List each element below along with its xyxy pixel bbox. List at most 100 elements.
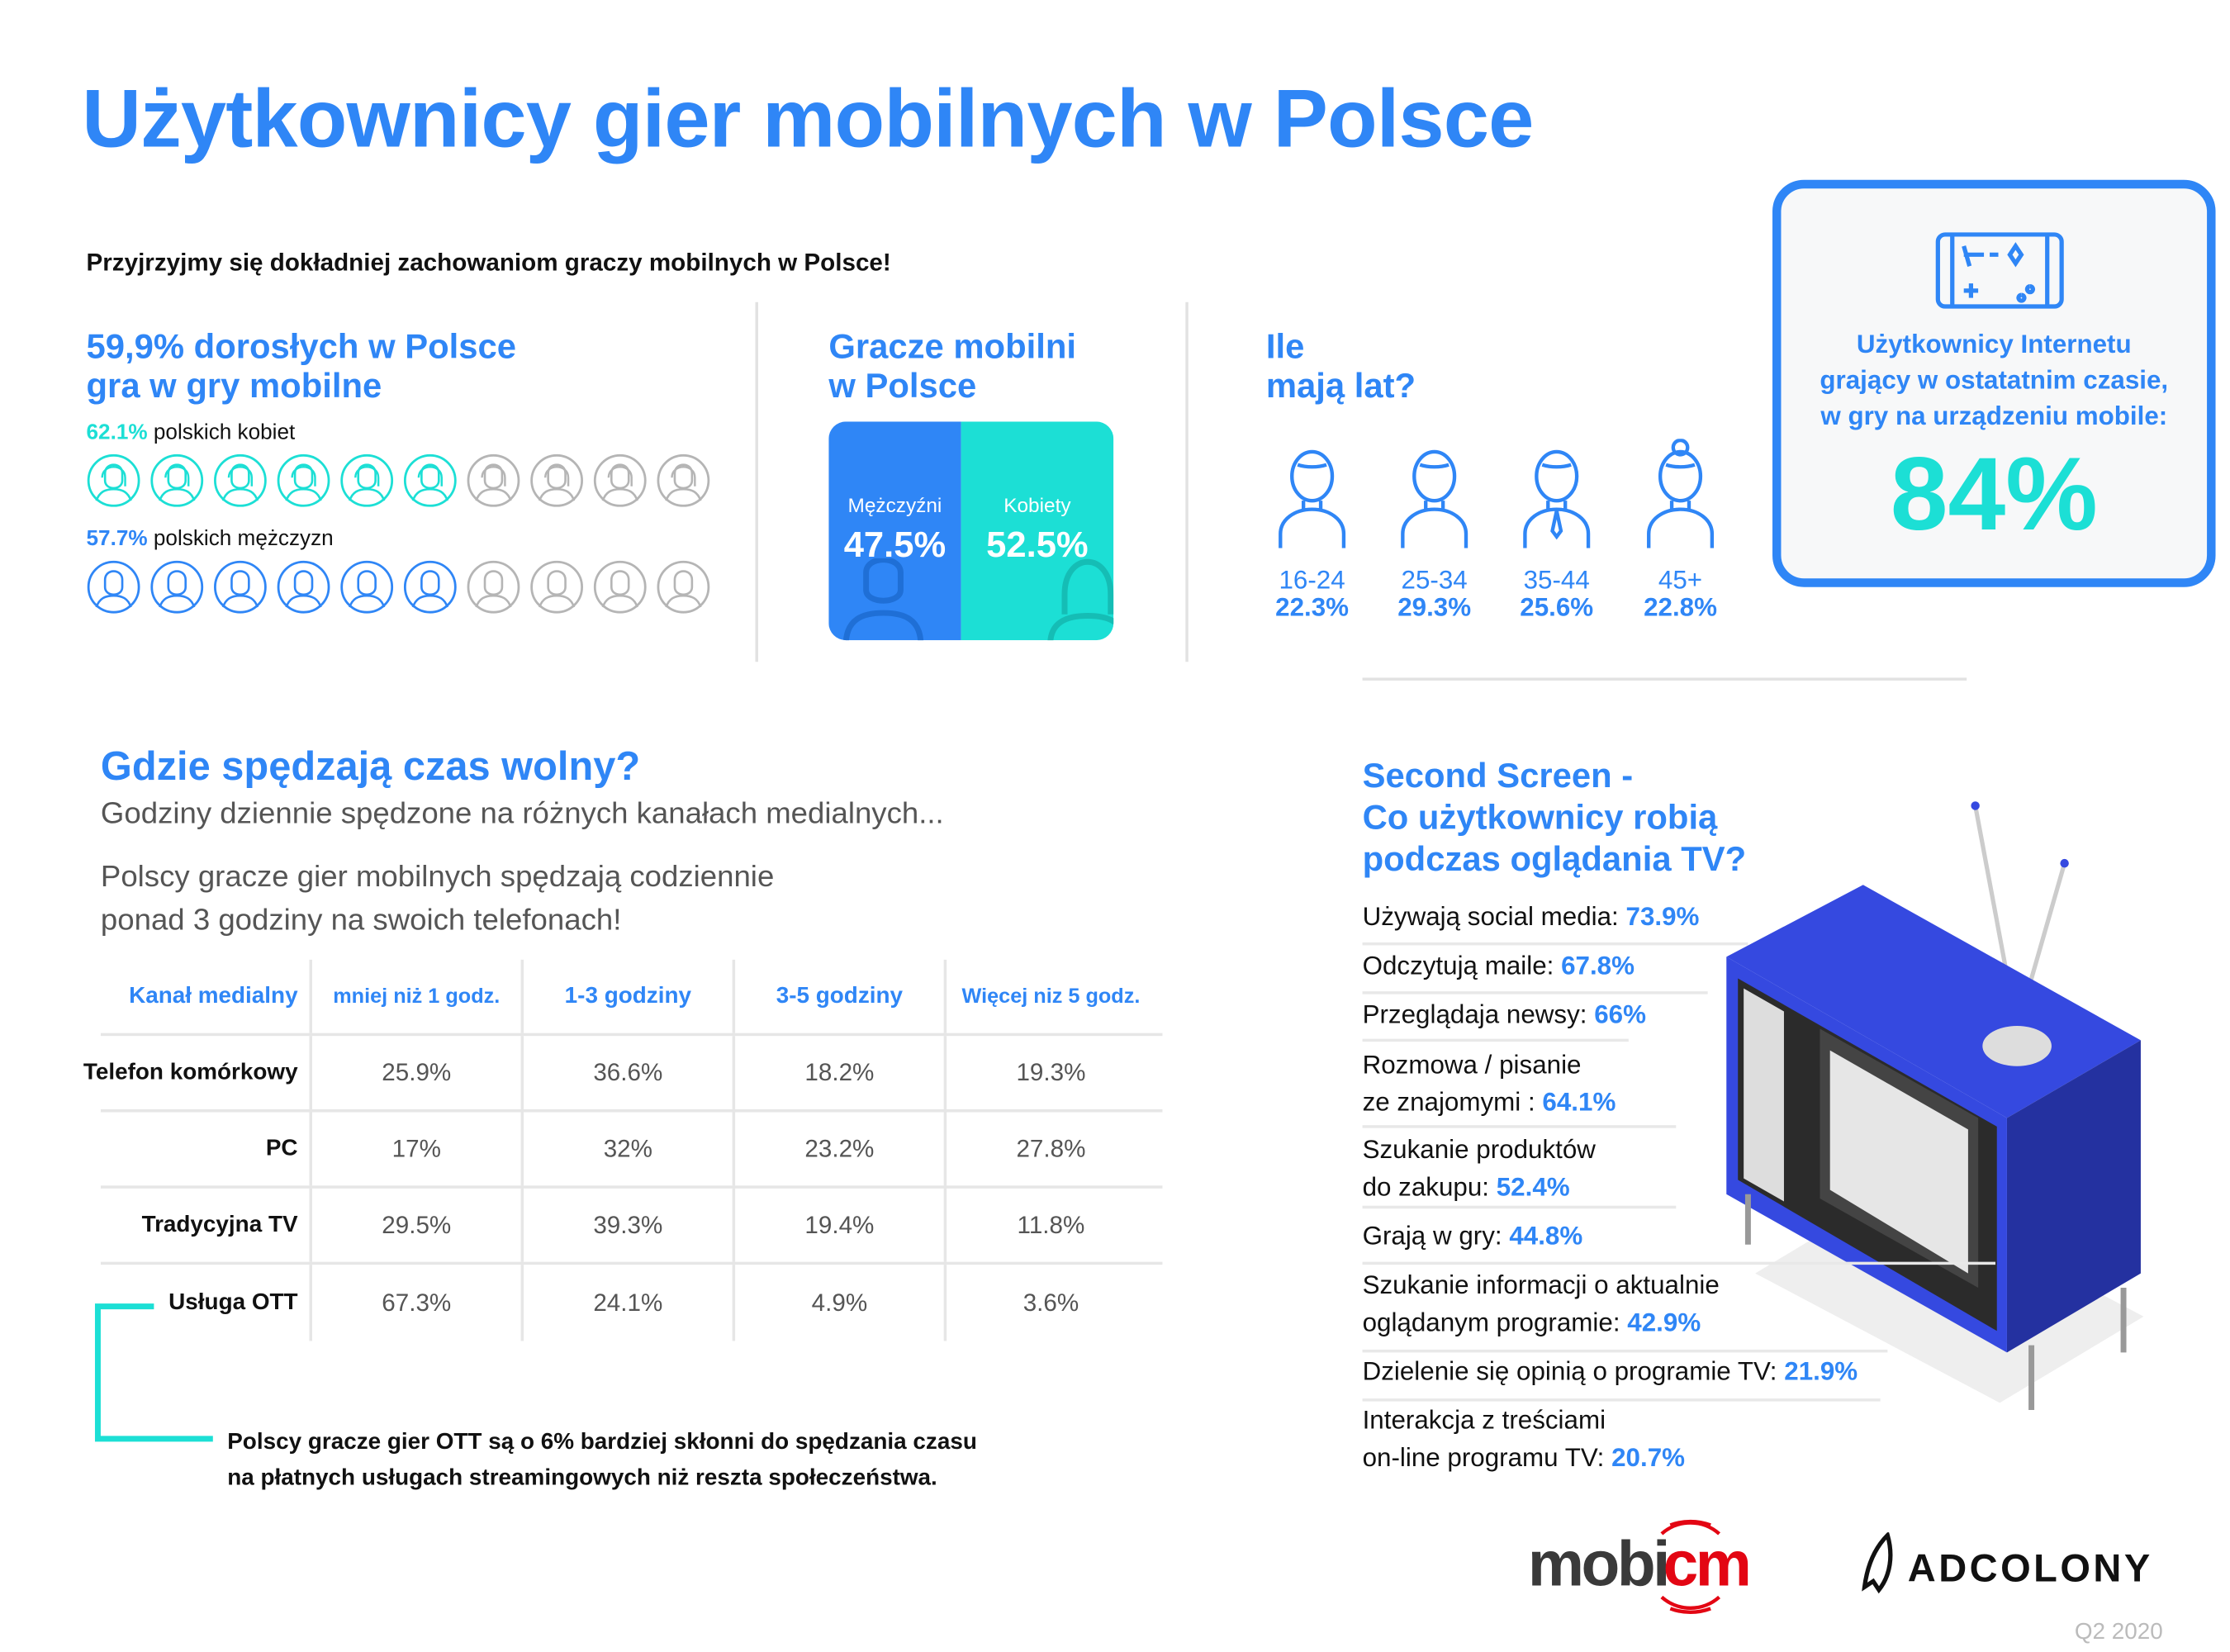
- woman-icon: [656, 453, 710, 515]
- item-label: Szukanie produktów: [1362, 1135, 1596, 1165]
- woman-icon: [149, 453, 204, 515]
- label-line: grający w ostatatnim czasie,: [1820, 365, 2169, 395]
- second-screen-item: Interakcja z treściami on-line programu T…: [1363, 1402, 2024, 1477]
- second-screen-item: Odczytują maile: 67.8%: [1363, 947, 2024, 984]
- second-screen-item: Dzielenie się opinią o programie TV: 21.…: [1363, 1352, 2024, 1389]
- table-cell: 36.6%: [520, 1036, 733, 1110]
- gender-title-line: w Polsce: [828, 367, 977, 406]
- title-line: Co użytkownicy robią: [1362, 798, 1718, 838]
- men-stat: 57.7% polskich mężczyzn: [87, 527, 334, 552]
- item-label: do zakupu:: [1362, 1172, 1490, 1202]
- item-value: 73.9%: [1625, 902, 1700, 932]
- item-label: on-line programu TV:: [1362, 1443, 1605, 1472]
- svg-text:cm: cm: [1663, 1530, 1749, 1600]
- adults-headline: 59,9% dorosłych w Polsce gra w gry mobil…: [87, 328, 516, 406]
- column-header: 1-3 godziny: [520, 959, 733, 1033]
- column-header: Więcej niz 5 godz.: [943, 959, 1155, 1033]
- women-stat: 62.1% polskich kobiet: [87, 420, 296, 445]
- women-value: 52.5%: [986, 525, 1089, 566]
- age-group: 45+ 22.8%: [1623, 438, 1738, 622]
- second-screen-item: Przeglądaja newsy: 66%: [1363, 995, 2024, 1032]
- note-line: Polscy gracze gier mobilnych spędzają co…: [100, 860, 775, 894]
- woman-icon: [593, 453, 648, 515]
- person-icon: [1279, 449, 1346, 548]
- row-label: Tradycyjna TV: [141, 1212, 298, 1237]
- second-screen-item: Rozmowa / pisanie ze znajomymi : 64.1%: [1363, 1046, 2024, 1121]
- ott-bracket: [94, 1303, 213, 1442]
- row-label: Telefon komórkowy: [83, 1059, 298, 1085]
- item-value: 67.8%: [1561, 951, 1635, 980]
- woman-icon: [466, 453, 520, 515]
- label-line: w gry na urządzeniu mobile:: [1820, 401, 2168, 430]
- gender-title-line: Gracze mobilni: [828, 328, 1077, 368]
- separator: [1362, 942, 1748, 946]
- man-icon: [656, 560, 710, 622]
- adults-headline-line: 59,9% dorosłych w Polsce: [86, 328, 516, 368]
- table-header: Kanał medialny mniej niż 1 godz. 1-3 godzi…: [100, 959, 1163, 1037]
- age-pct: 22.8%: [1644, 592, 1717, 622]
- note-line: ponad 3 godziny na swoich telefonach!: [100, 903, 622, 937]
- second-screen-item: Szukanie informacji o aktualnie oglądanym…: [1363, 1266, 2024, 1341]
- item-label: oglądanym programie:: [1362, 1308, 1620, 1337]
- person-icon: [1523, 449, 1591, 548]
- item-label: Rozmowa / pisanie: [1362, 1050, 1582, 1080]
- second-screen-item: Szukanie produktów do zakupu: 52.4%: [1363, 1131, 2024, 1206]
- separator: [1362, 1261, 1996, 1265]
- column-header: Kanał medialny: [129, 983, 298, 1009]
- man-icon: [339, 560, 394, 622]
- item-label: Interakcja z treściami: [1362, 1405, 1606, 1435]
- table-row: PC 17% 32% 23.2% 27.8%: [100, 1112, 1163, 1189]
- page-title: Użytkownicy gier mobilnych w Polsce: [82, 73, 1534, 166]
- table-row: Tradycyjna TV 29.5% 39.3% 19.4% 11.8%: [100, 1188, 1163, 1265]
- man-icon: [593, 560, 648, 622]
- separator: [1362, 991, 1708, 995]
- age-range: 35-44: [1523, 565, 1590, 595]
- men-pct: 57.7%: [86, 526, 148, 552]
- woman-silhouette-icon: [1047, 558, 1114, 641]
- divider: [1362, 677, 1967, 681]
- item-value: 66%: [1594, 999, 1646, 1029]
- table-cell: 17%: [309, 1112, 521, 1186]
- man-icon: [466, 560, 520, 622]
- man-icon: [149, 560, 204, 622]
- table-cell: 19.3%: [943, 1036, 1155, 1110]
- adcolony-logo: ADCOLONY: [1862, 1532, 2153, 1594]
- woman-icon: [339, 453, 394, 515]
- internet-gamers-card: Użytkownicy Internetu grający w ostatatn…: [1772, 179, 2216, 587]
- item-label: Szukanie informacji o aktualnie: [1362, 1270, 1720, 1299]
- age-range: 45+: [1658, 565, 1703, 595]
- table-cell: 67.3%: [309, 1265, 521, 1341]
- note-line: Polscy gracze gier OTT są o 6% bardziej …: [227, 1430, 977, 1455]
- woman-icon: [87, 453, 141, 515]
- table-cell: 18.2%: [732, 1036, 944, 1110]
- table-cell: 4.9%: [732, 1265, 944, 1341]
- divider: [755, 301, 758, 662]
- label-line: Użytkownicy Internetu: [1856, 329, 2132, 358]
- separator: [1362, 1125, 1677, 1128]
- svg-text:ADCOLONY: ADCOLONY: [1908, 1545, 2153, 1589]
- men-share: Mężczyźni 47.5%: [828, 421, 961, 641]
- age-group: 35-44 25.6%: [1499, 439, 1614, 621]
- table-row: Usługa OTT 67.3% 24.1% 4.9% 3.6%: [101, 1265, 1163, 1341]
- title-line: Second Screen -: [1362, 757, 1634, 796]
- item-value: 64.1%: [1542, 1087, 1616, 1117]
- man-icon: [529, 560, 584, 622]
- table-cell: 23.2%: [732, 1112, 944, 1186]
- item-value: 52.4%: [1496, 1172, 1570, 1202]
- age-pct: 22.3%: [1275, 592, 1350, 622]
- age-title: Ile mają lat?: [1266, 328, 1416, 406]
- item-value: 44.8%: [1509, 1221, 1583, 1251]
- age-group: 16-24 22.3%: [1255, 439, 1369, 621]
- table-cell: 3.6%: [943, 1265, 1155, 1341]
- age-group: 25-34 29.3%: [1377, 439, 1492, 621]
- table-cell: 11.8%: [943, 1188, 1155, 1262]
- man-icon: [276, 560, 330, 622]
- women-label: Kobiety: [1004, 493, 1071, 517]
- men-value: 47.5%: [843, 525, 947, 566]
- person-icon: [1401, 449, 1468, 548]
- tv-illustration: [1726, 801, 2144, 1411]
- gender-split-box: Mężczyźni 47.5% Kobiety 52.5%: [828, 421, 1114, 641]
- item-label: Odczytują maile:: [1362, 951, 1554, 980]
- man-icon: [87, 560, 141, 622]
